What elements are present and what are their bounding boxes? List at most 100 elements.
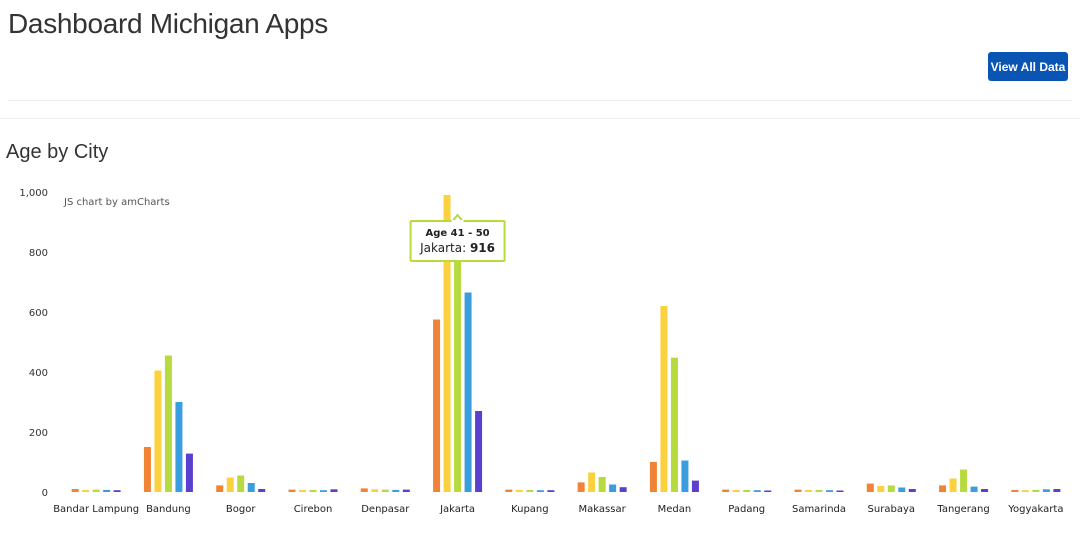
tooltip-value: 916 bbox=[470, 241, 495, 255]
bar[interactable] bbox=[577, 482, 585, 492]
bar[interactable] bbox=[536, 490, 544, 492]
bar[interactable] bbox=[164, 355, 172, 493]
bar[interactable] bbox=[887, 485, 895, 492]
header-divider bbox=[8, 100, 1072, 101]
bar[interactable] bbox=[443, 195, 451, 492]
bar[interactable] bbox=[143, 447, 151, 492]
x-tick-label: Jakarta bbox=[439, 504, 475, 515]
bar[interactable] bbox=[71, 489, 79, 492]
amcharts-credit[interactable]: JS chart by amCharts bbox=[63, 197, 170, 208]
bar[interactable] bbox=[743, 489, 751, 492]
bar[interactable] bbox=[402, 489, 410, 492]
bar[interactable] bbox=[1053, 489, 1061, 492]
bar[interactable] bbox=[381, 489, 389, 492]
age-by-city-chart[interactable]: 0 200 400 600 800 1,000 JS chart by amCharts Ba… bbox=[0, 170, 1080, 540]
bar[interactable] bbox=[970, 486, 978, 492]
section-divider bbox=[0, 118, 1080, 119]
bar[interactable] bbox=[949, 478, 957, 493]
tooltip-title: Age 41 - 50 bbox=[426, 228, 490, 239]
x-tick-label: Cirebon bbox=[294, 504, 333, 515]
y-tick-label: 400 bbox=[29, 368, 48, 379]
bar[interactable] bbox=[154, 370, 162, 493]
y-tick-label: 0 bbox=[42, 488, 48, 499]
bar[interactable] bbox=[216, 485, 224, 492]
tooltip-category: Jakarta bbox=[419, 241, 462, 255]
x-tick-label: Surabaya bbox=[868, 504, 915, 515]
bar[interactable] bbox=[619, 487, 627, 492]
bar[interactable] bbox=[609, 484, 617, 493]
bar[interactable] bbox=[547, 490, 555, 492]
bar[interactable] bbox=[805, 489, 812, 492]
bar[interactable] bbox=[866, 483, 874, 492]
bar[interactable] bbox=[908, 489, 916, 492]
tooltip-pointer-mask bbox=[451, 220, 464, 223]
x-tick-label: Kupang bbox=[511, 504, 549, 515]
bar[interactable] bbox=[175, 402, 183, 492]
bar[interactable] bbox=[598, 477, 606, 492]
bar[interactable] bbox=[1032, 489, 1040, 492]
bar[interactable] bbox=[649, 462, 657, 492]
bar[interactable] bbox=[330, 489, 338, 492]
bar[interactable] bbox=[526, 489, 534, 492]
bar[interactable] bbox=[753, 490, 761, 492]
bar[interactable] bbox=[1042, 489, 1050, 492]
bar[interactable] bbox=[660, 306, 668, 492]
x-tick-label: Medan bbox=[658, 504, 692, 515]
bar[interactable] bbox=[681, 460, 689, 493]
bar[interactable] bbox=[939, 485, 947, 492]
x-tick-label: Makassar bbox=[579, 504, 627, 515]
x-tick-label: Bogor bbox=[226, 504, 256, 515]
view-all-data-button[interactable]: View All Data bbox=[988, 52, 1068, 81]
bar[interactable] bbox=[464, 292, 472, 493]
bar[interactable] bbox=[898, 487, 906, 493]
bar[interactable] bbox=[299, 489, 306, 492]
bar[interactable] bbox=[670, 357, 678, 492]
bar[interactable] bbox=[360, 488, 368, 492]
bar[interactable] bbox=[237, 475, 245, 493]
bar[interactable] bbox=[515, 489, 523, 492]
bar[interactable] bbox=[981, 489, 989, 492]
bar[interactable] bbox=[288, 489, 296, 492]
bar[interactable] bbox=[691, 480, 699, 492]
y-tick-label: 200 bbox=[29, 428, 48, 439]
x-tick-label: Samarinda bbox=[792, 504, 846, 515]
bar[interactable] bbox=[815, 489, 823, 492]
bar[interactable] bbox=[505, 489, 513, 492]
bar[interactable] bbox=[475, 411, 483, 492]
bar[interactable] bbox=[320, 490, 327, 492]
y-tick-label: 800 bbox=[29, 248, 48, 259]
bar[interactable] bbox=[836, 490, 844, 493]
x-tick-label: Bandung bbox=[146, 504, 191, 515]
x-tick-label: Tangerang bbox=[936, 504, 989, 515]
bar[interactable] bbox=[371, 489, 379, 492]
bar[interactable] bbox=[258, 489, 266, 492]
tooltip-line: Jakarta: 916 bbox=[419, 241, 495, 255]
x-tick-label: Bandar Lampung bbox=[53, 504, 139, 515]
bar[interactable] bbox=[309, 489, 317, 492]
bar[interactable] bbox=[732, 489, 740, 492]
bar[interactable] bbox=[877, 486, 885, 492]
tooltip-separator: : bbox=[462, 241, 470, 255]
x-tick-label: Padang bbox=[728, 504, 765, 515]
bar[interactable] bbox=[960, 469, 968, 493]
bar[interactable] bbox=[185, 453, 193, 492]
tooltip-pointer bbox=[451, 213, 464, 222]
bar[interactable] bbox=[247, 483, 255, 492]
bar[interactable] bbox=[826, 490, 833, 492]
bar[interactable] bbox=[103, 489, 111, 492]
bar[interactable] bbox=[722, 489, 730, 492]
chart-svg[interactable]: 0 200 400 600 800 1,000 JS chart by amCharts Ba… bbox=[0, 170, 1080, 540]
bar[interactable] bbox=[92, 489, 100, 492]
bar[interactable] bbox=[433, 319, 441, 493]
bar[interactable] bbox=[454, 217, 462, 492]
bar[interactable] bbox=[588, 472, 596, 493]
bar[interactable] bbox=[764, 490, 772, 493]
bar[interactable] bbox=[1021, 490, 1029, 492]
bar[interactable] bbox=[226, 477, 234, 492]
bar[interactable] bbox=[392, 489, 400, 492]
bar[interactable] bbox=[113, 490, 121, 492]
section-title: Age by City bbox=[6, 141, 109, 163]
bar[interactable] bbox=[82, 489, 90, 492]
bar[interactable] bbox=[1011, 489, 1019, 492]
bar[interactable] bbox=[794, 489, 802, 492]
